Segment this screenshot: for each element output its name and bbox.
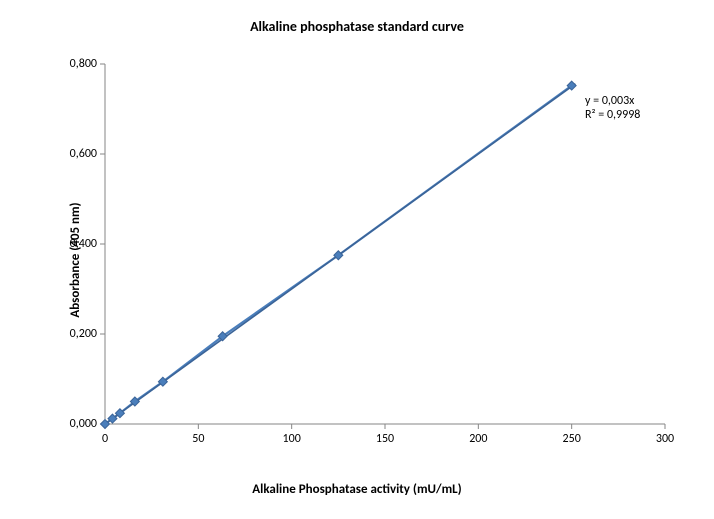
x-axis-label: Alkaline Phosphatase activity (mU/mL)	[0, 482, 714, 497]
trendline-equation: y = 0,003x	[585, 94, 640, 108]
y-tick-label: 0,400	[47, 237, 97, 251]
chart-container: Alkaline phosphatase standard curve Abso…	[0, 0, 714, 519]
x-tick-label: 100	[272, 432, 312, 446]
annotation-block: y = 0,003x R² = 0,9998	[585, 94, 640, 122]
y-axis-label: Absorbance (405 nm)	[68, 202, 83, 317]
chart-title: Alkaline phosphatase standard curve	[0, 18, 714, 35]
x-tick-label: 50	[178, 432, 218, 446]
x-tick-label: 250	[552, 432, 592, 446]
x-tick-label: 200	[458, 432, 498, 446]
y-tick-label: 0,600	[47, 147, 97, 161]
x-tick-label: 150	[365, 432, 405, 446]
r-squared-value: R² = 0,9998	[585, 108, 640, 122]
x-tick-label: 0	[85, 432, 125, 446]
y-tick-label: 0,800	[47, 57, 97, 71]
y-tick-label: 0,200	[47, 327, 97, 341]
y-tick-label: 0,000	[47, 417, 97, 431]
x-tick-label: 300	[645, 432, 685, 446]
